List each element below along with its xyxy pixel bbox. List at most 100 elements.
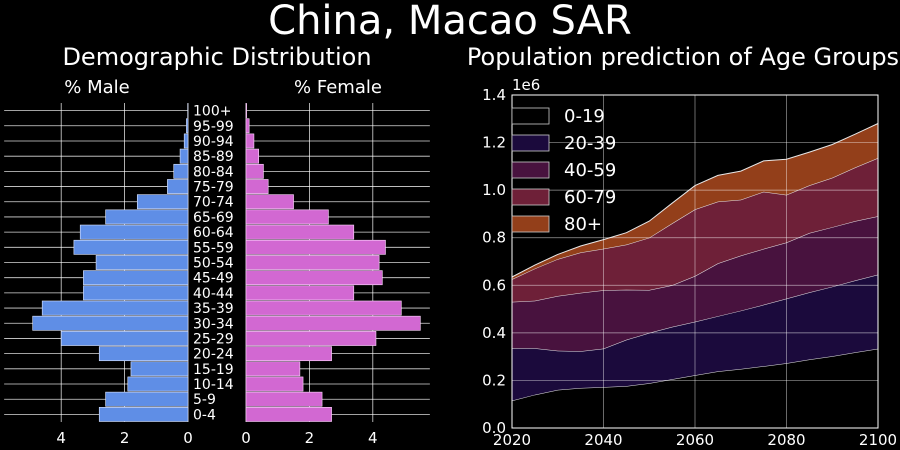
area-x-tick-label: 2040 [584, 431, 622, 449]
legend-swatch [511, 188, 550, 206]
age-group-label: 0-4 [193, 407, 216, 423]
female-x-tick-label: 0 [241, 429, 251, 447]
male-bar [98, 346, 189, 362]
female-bar [245, 376, 304, 392]
area-chart-title: Population prediction of Age Groups [467, 43, 899, 71]
female-bar [245, 300, 402, 316]
female-bar [245, 194, 294, 210]
male-bar [186, 118, 189, 134]
legend-swatch [511, 107, 550, 125]
female-bar [245, 270, 383, 286]
area-y-tick-label: 1.0 [482, 181, 506, 199]
age-group-label: 50-54 [193, 256, 234, 272]
male-bar [32, 315, 189, 331]
male-bar [167, 179, 189, 194]
female-bar [245, 285, 355, 301]
male-bar [130, 361, 189, 377]
male-bar [105, 391, 189, 407]
age-group-label: 100+ [193, 104, 231, 120]
male-bar [127, 376, 189, 392]
female-bar [245, 346, 332, 362]
female-bar [245, 224, 355, 240]
female-bar [245, 239, 386, 255]
male-bar [105, 209, 189, 225]
legend-label: 0-19 [564, 106, 605, 127]
population-area-chart: 2020 2040 2060 2080 2100 0.0 0.2 0.4 0.6 0.8 1.0 1.… [482, 76, 897, 449]
area-y-tick-label: 0.2 [482, 371, 506, 389]
age-group-label: 60-64 [193, 225, 234, 241]
area-x-tick-label: 2060 [676, 431, 714, 449]
legend-swatch [511, 134, 550, 152]
age-group-label: 35-39 [193, 301, 234, 317]
female-bar [245, 103, 247, 118]
area-x-tick-label: 2080 [767, 431, 805, 449]
male-x-tick-label: 4 [56, 429, 66, 447]
female-bar [245, 209, 329, 225]
age-group-label: 75-79 [193, 180, 234, 196]
female-bar [245, 315, 421, 331]
area-y-tick-label: 0.8 [482, 229, 506, 247]
male-bar [41, 300, 189, 316]
age-group-label: 85-89 [193, 149, 234, 165]
age-group-label: 90-94 [193, 134, 234, 150]
female-bar [245, 133, 255, 149]
area-y-tick-label: 1.2 [482, 134, 506, 152]
area-x-tick-label: 2100 [859, 431, 897, 449]
male-bar [83, 285, 189, 301]
female-bar [245, 361, 301, 377]
area-x-tick-label: 2020 [493, 431, 531, 449]
legend-label: 80+ [564, 214, 602, 235]
male-bar [136, 194, 189, 210]
age-group-label: 45-49 [193, 271, 234, 287]
area-y-tick-label: 0.4 [482, 324, 506, 342]
male-bar [60, 331, 189, 346]
legend-label: 60-79 [564, 187, 616, 208]
age-group-label: 55-59 [193, 240, 234, 256]
legend-swatch [511, 215, 550, 233]
male-bar [79, 224, 189, 240]
main-title: China, Macao SAR [268, 0, 632, 44]
male-bar [179, 148, 189, 164]
age-group-label: 25-29 [193, 331, 234, 347]
female-bar [245, 163, 264, 179]
female-bar [245, 391, 323, 407]
area-y-offset-label: 1e6 [512, 76, 540, 94]
area-y-tick-label: 1.4 [482, 86, 506, 104]
age-group-label: 65-69 [193, 210, 234, 226]
age-group-label: 70-74 [193, 195, 234, 211]
female-bar [245, 331, 377, 346]
legend-swatch [511, 161, 550, 179]
female-bar [245, 148, 259, 164]
age-group-label: 40-44 [193, 286, 234, 302]
male-x-tick-label: 2 [120, 429, 130, 447]
male-bar [98, 407, 189, 422]
population-pyramid: 0-45-910-1415-1920-2425-2930-3435-3940-4… [4, 103, 430, 447]
male-bar [95, 255, 189, 270]
age-group-label: 5-9 [193, 392, 216, 408]
male-x-tick-label: 0 [183, 429, 193, 447]
age-group-label: 20-24 [193, 347, 234, 363]
age-group-label: 10-14 [193, 377, 234, 393]
male-bar [83, 270, 189, 286]
age-group-label: 15-19 [193, 362, 234, 378]
legend-label: 40-59 [564, 160, 616, 181]
female-bar [245, 255, 380, 270]
female-x-tick-label: 4 [368, 429, 378, 447]
female-bar [245, 118, 250, 134]
male-bar [173, 163, 189, 179]
legend-label: 20-39 [564, 133, 616, 154]
age-group-label: 95-99 [193, 119, 234, 135]
female-x-tick-label: 2 [305, 429, 315, 447]
female-axis-label: % Female [294, 77, 382, 98]
age-group-label: 30-34 [193, 316, 234, 332]
female-bar [245, 179, 269, 194]
area-y-tick-label: 0.0 [482, 419, 506, 437]
female-bar [245, 407, 332, 422]
age-group-label: 80-84 [193, 164, 234, 180]
male-axis-label: % Male [64, 77, 129, 98]
area-y-tick-label: 0.6 [482, 276, 506, 294]
male-bar [73, 239, 189, 255]
male-bar [183, 133, 189, 149]
area-plot-frame [511, 94, 879, 429]
